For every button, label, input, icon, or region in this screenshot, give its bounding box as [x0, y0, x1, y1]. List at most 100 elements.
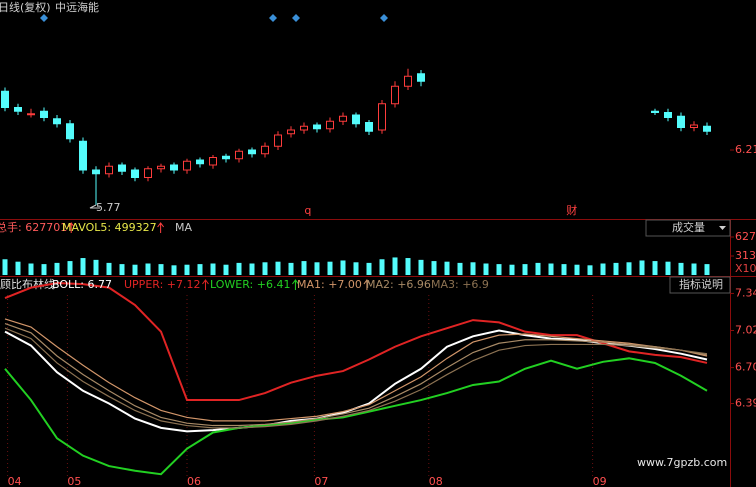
volume-bar [93, 259, 99, 275]
candle-body [287, 129, 295, 135]
volume-bar [704, 264, 710, 275]
candle-body [677, 115, 685, 128]
volume-bar [197, 264, 203, 275]
candle-body [651, 110, 659, 113]
candle-body [365, 122, 373, 132]
candle-body [261, 145, 269, 155]
candle-body [157, 165, 165, 170]
annotation-leader [89, 204, 100, 209]
legend-entry: LOWER: +6.41 [210, 278, 290, 291]
candle-body [183, 160, 191, 171]
volume-bar [379, 259, 385, 275]
event-marker: 财 [566, 203, 577, 217]
volume-button[interactable] [645, 219, 731, 237]
volume-bar [210, 263, 216, 275]
volume-bar [522, 264, 528, 275]
candle-body [144, 168, 152, 178]
candle-body [79, 140, 87, 171]
indicator-line [4, 357, 708, 476]
candle-body [66, 123, 74, 140]
candle-body [196, 159, 204, 165]
candle-body [131, 169, 139, 178]
candle-body [378, 103, 386, 131]
x-tick-label: 07 [314, 475, 328, 487]
candles [1, 68, 711, 205]
volume-bar [665, 261, 671, 275]
candle-body [222, 155, 230, 160]
volume-bar [678, 262, 684, 275]
indicator-button[interactable] [669, 276, 731, 294]
candle-body [40, 110, 48, 118]
candle-body [92, 169, 100, 175]
candle-body [27, 113, 35, 116]
volume-bar [548, 263, 554, 275]
y-tick-label: 6.70 [735, 361, 756, 374]
volume-bar [288, 262, 294, 275]
volume-bar [496, 264, 502, 275]
legend-entry: MA2: +6.96 [366, 278, 431, 291]
volume-bar [483, 263, 489, 275]
indicator-line [4, 318, 708, 422]
volume-bar [652, 261, 658, 275]
diamond [380, 14, 388, 22]
volume-bar [28, 263, 34, 275]
legend-entry: BOLL: 6.77 [52, 278, 112, 291]
volume-bar [171, 265, 177, 275]
volume-bar [15, 261, 21, 275]
candle-body [690, 124, 698, 128]
indicator-title: 顾比布林线 [0, 277, 55, 291]
chart-title: 日线(复权) [0, 0, 51, 14]
volume-bar [2, 259, 8, 275]
volume-bar [613, 262, 619, 275]
arrow-icon [157, 222, 165, 233]
volume-bar [41, 264, 47, 275]
volume-bar [340, 260, 346, 275]
candle-body [14, 107, 22, 112]
indicator-line [4, 327, 708, 429]
candle-body [209, 157, 217, 166]
candle-body [664, 112, 672, 118]
volume-bar [470, 262, 476, 275]
volume-bar [249, 263, 255, 275]
candle-body [391, 85, 399, 105]
volume-bar [223, 264, 229, 275]
volume-bar [80, 258, 86, 275]
volume-bar [184, 264, 190, 275]
y-tick-label: 7.34 [735, 286, 756, 299]
arrow-icon [363, 279, 371, 290]
volume-bar [431, 261, 437, 275]
volume-bar [106, 262, 112, 275]
candle-body [326, 120, 334, 130]
volume-bar [301, 261, 307, 275]
candle-body [170, 164, 178, 171]
arrow-icon [67, 222, 75, 233]
x-tick-label: 04 [8, 475, 22, 487]
volume-bar [353, 262, 359, 275]
volume-bar [444, 261, 450, 275]
volume-button-label[interactable]: 成交量 [672, 220, 705, 234]
dropdown-arrow[interactable] [719, 226, 726, 230]
candle-body [352, 114, 360, 125]
volume-bar [119, 264, 125, 275]
volume-bar [457, 262, 463, 275]
volume-bar [158, 264, 164, 275]
arrow-icon [292, 279, 299, 290]
volume-bar [145, 263, 151, 275]
volume-bar [587, 265, 593, 275]
candle-body [339, 115, 347, 122]
volume-bar [535, 262, 541, 275]
legend-entry: MA3: +6.9 [431, 278, 489, 291]
indicator-button-label[interactable]: 指标说明 [679, 277, 723, 291]
y-tick-label: 6.39 [735, 397, 756, 410]
x-tick-label: 06 [187, 475, 201, 487]
y-tick-label: 3138 [735, 249, 756, 262]
candle-body [105, 165, 113, 175]
y-tick-label: 7.02 [735, 324, 756, 337]
candle-body [1, 90, 9, 108]
legend-entry: 总手: 627701 [0, 220, 67, 234]
candle-body [417, 73, 425, 82]
volume-bar [418, 259, 424, 275]
volume-bar [691, 263, 697, 275]
